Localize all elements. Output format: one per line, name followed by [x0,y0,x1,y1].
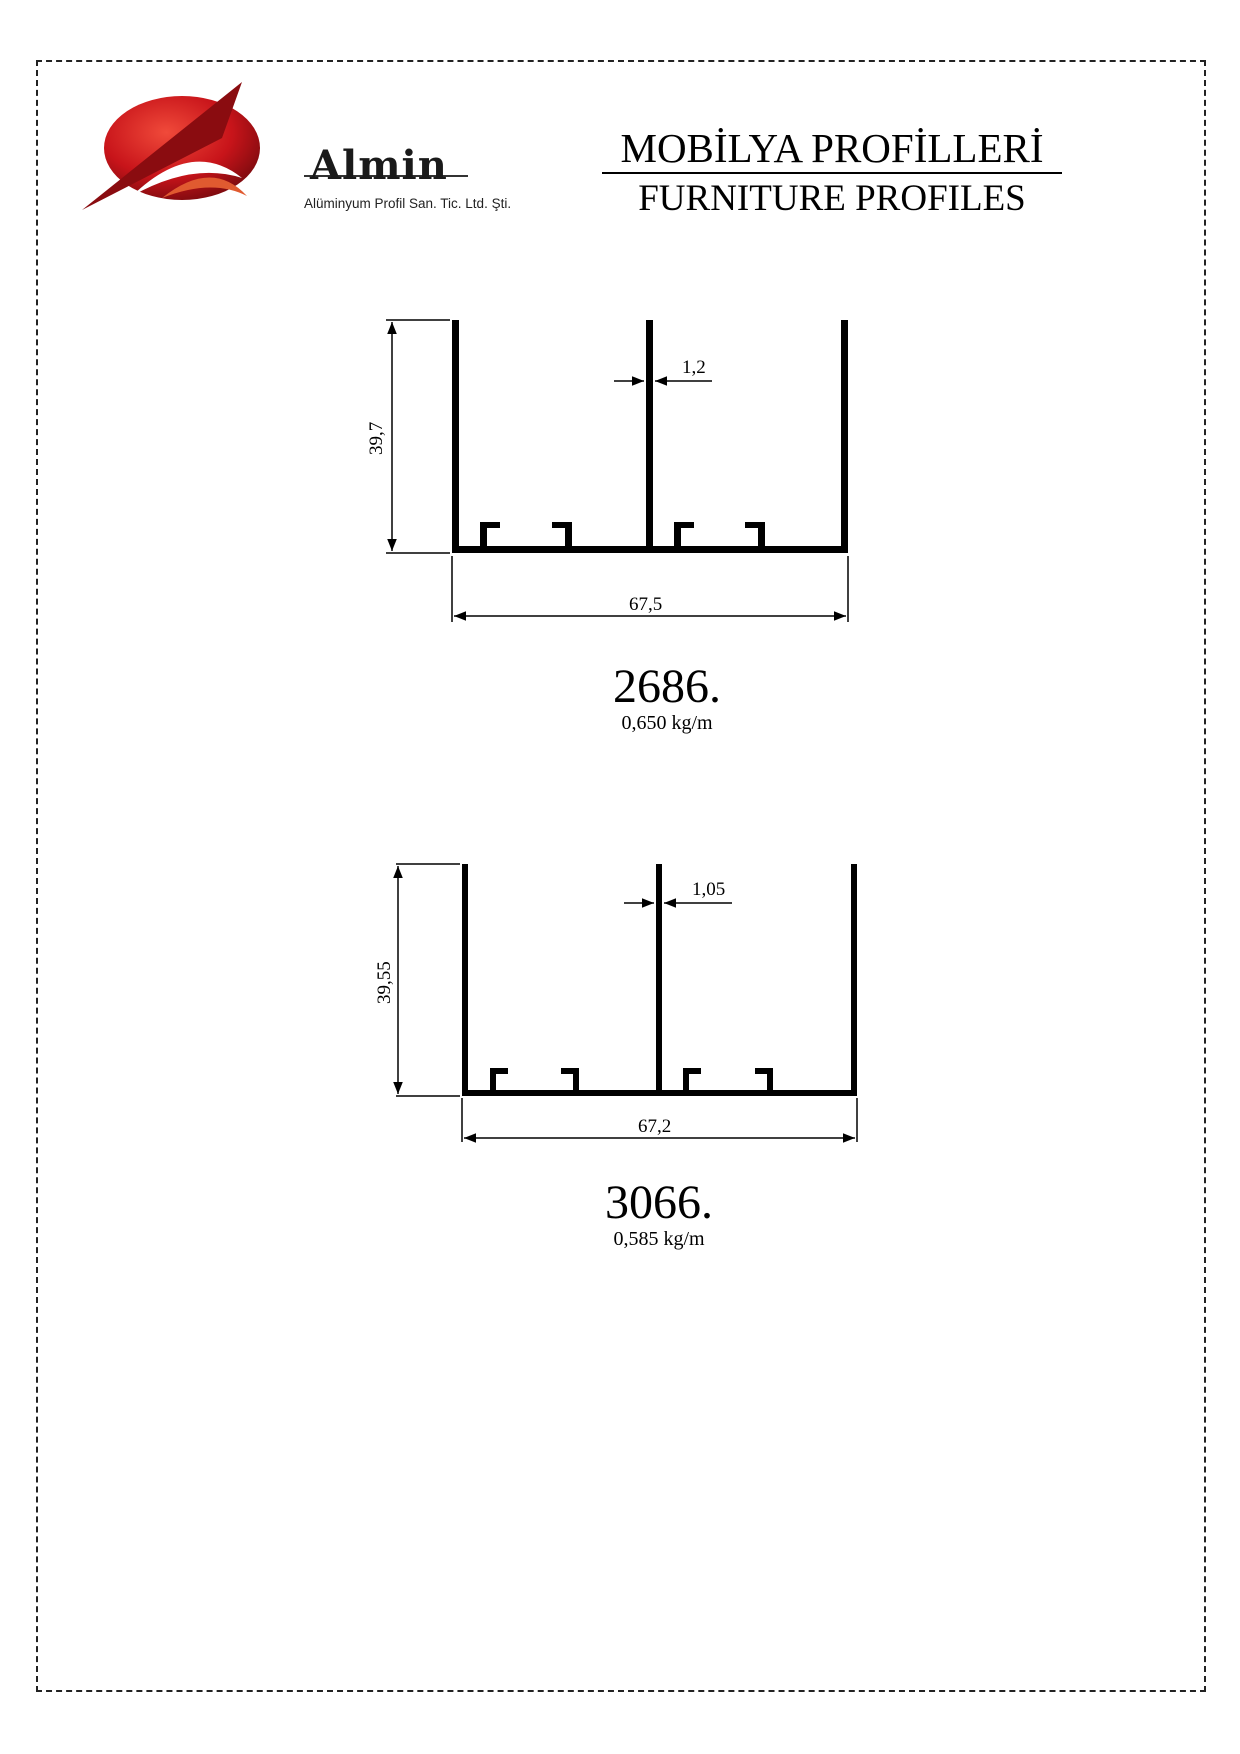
profile-2686-wall-label: 1,2 [682,357,706,378]
profile-2686-caption: 2686. 0,650 kg/m [517,660,817,735]
logo-emblem-icon [82,82,468,210]
profile-3066-width-label: 67,2 [638,1116,671,1137]
brand-name: Almin [310,142,448,189]
profile-3066-section: 39,55 67,2 1,05 [374,863,858,1143]
profile-3066-wall-label: 1,05 [692,879,725,900]
profile-2686-shape [452,320,848,553]
profile-2686-section: 39,7 67,5 1,2 [366,319,849,622]
profile-3066-height-label: 39,55 [374,961,395,1004]
profile-2686-width-label: 67,5 [629,594,662,615]
dashed-page-border [36,60,1206,1692]
title-english: FURNITURE PROFILES [638,178,1026,219]
profile-3066-caption: 3066. 0,585 kg/m [509,1176,809,1251]
profile-2686-height-label: 39,7 [366,422,387,455]
profile-code: 3066. [605,1176,713,1229]
profile-code: 2686. [613,660,721,713]
title-turkish: MOBİLYA PROFİLLERİ [620,125,1044,171]
page-title: MOBİLYA PROFİLLERİ FURNITURE PROFILES [600,124,1064,224]
profile-3066-shape [462,864,857,1096]
profile-weight: 0,585 kg/m [613,1228,705,1250]
company-logo: Almin Alüminyum Profil San. Tic. Ltd. Şt… [72,78,542,218]
profile-weight: 0,650 kg/m [621,712,713,734]
title-underline [602,172,1062,174]
brand-subtitle: Alüminyum Profil San. Tic. Ltd. Şti. [304,196,512,211]
